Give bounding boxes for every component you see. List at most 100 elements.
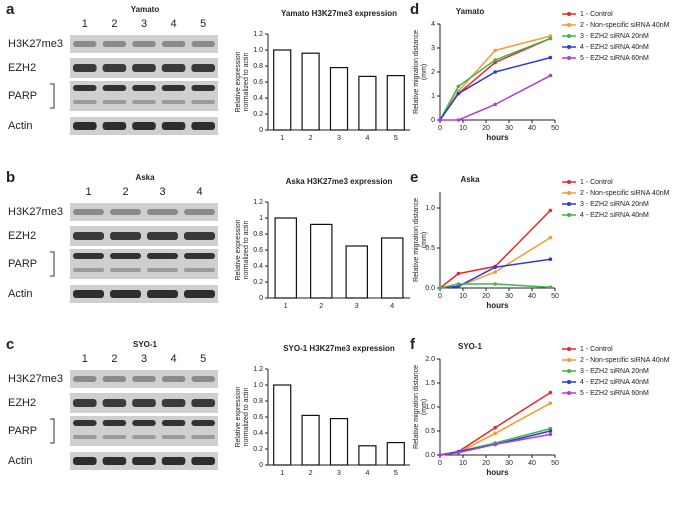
lane-label: 5	[200, 18, 206, 30]
band	[73, 457, 97, 465]
x-tick-label: 1	[280, 135, 284, 142]
legend-marker	[567, 358, 571, 362]
bar	[329, 418, 349, 466]
cell-line: Aska	[135, 173, 155, 182]
y-tick-label: 0.5	[425, 428, 435, 435]
point	[548, 208, 553, 213]
panel-letter: f	[410, 336, 416, 353]
lane-label: 2	[122, 186, 128, 198]
legend-label: 4 - EZH2 siRNA 40nM	[580, 44, 649, 51]
y-tick-label: 1	[259, 215, 263, 222]
x-tick-label: 1	[280, 470, 284, 477]
blot-strip	[70, 203, 218, 221]
bar	[273, 384, 292, 466]
band	[191, 376, 215, 382]
lane-label: 1	[82, 353, 88, 365]
bracket	[50, 83, 55, 109]
y-axis-label: (mm)	[421, 64, 428, 80]
point	[493, 282, 498, 286]
x-tick-label: 10	[459, 460, 467, 467]
lane-label: 4	[171, 353, 177, 365]
legend-marker	[567, 191, 571, 195]
band	[184, 253, 215, 259]
band	[102, 420, 127, 426]
lane-label: 2	[111, 353, 117, 365]
band	[191, 457, 215, 465]
x-tick-label: 50	[551, 293, 559, 300]
row-label: EZH2	[8, 62, 36, 74]
legend-marker	[567, 213, 571, 217]
legend-label: 4 - EZH2 siRNA 40nM	[580, 379, 649, 386]
point	[493, 102, 498, 107]
y-tick-label: 1.5	[425, 380, 435, 387]
band	[161, 457, 186, 465]
lane-label: 4	[196, 186, 202, 198]
x-axis-label: hours	[486, 468, 509, 477]
y-tick-label: 0.8	[253, 231, 263, 238]
y-axis-label: normalized to actin	[243, 388, 250, 447]
chart-title: Yamato	[456, 7, 485, 16]
bar	[310, 223, 333, 299]
band	[110, 290, 141, 298]
band	[191, 100, 215, 104]
point	[456, 450, 461, 455]
lane-label: 1	[85, 186, 91, 198]
y-tick-label: 0	[259, 295, 263, 302]
band	[102, 399, 127, 407]
band	[73, 420, 97, 426]
legend-label: 3 - EZH2 siRNA 20nM	[580, 368, 649, 375]
y-tick-label: 0	[259, 127, 263, 134]
bracket	[50, 418, 55, 444]
point	[456, 271, 461, 276]
series-line	[439, 56, 551, 121]
point	[493, 70, 498, 74]
y-tick-label: 1	[431, 93, 435, 100]
legend-label: 4 - EZH2 siRNA 40nM	[580, 212, 649, 219]
y-axis-label: (mm)	[421, 399, 428, 415]
y-tick-label: 0	[259, 462, 263, 469]
y-tick-label: 1.2	[253, 366, 263, 373]
y-axis-label: normalized to actin	[243, 221, 250, 280]
band	[184, 209, 215, 215]
point	[548, 73, 553, 78]
band	[73, 100, 97, 104]
band	[102, 435, 127, 439]
legend-marker	[567, 369, 571, 373]
band	[102, 100, 127, 104]
band	[147, 290, 178, 298]
band	[191, 64, 215, 72]
y-tick-label: 1.0	[425, 404, 435, 411]
band	[191, 122, 215, 130]
band	[161, 41, 186, 47]
band	[110, 268, 141, 272]
legend-marker	[567, 391, 571, 395]
lane-label: 5	[200, 353, 206, 365]
y-tick-label: 2.0	[425, 356, 435, 363]
x-tick-label: 30	[505, 293, 513, 300]
band	[73, 268, 104, 272]
panel-letter: b	[6, 169, 15, 186]
legend-label: 5 - EZH2 siRNA 60nM	[580, 55, 649, 62]
band	[161, 122, 186, 130]
band	[191, 420, 215, 426]
legend-marker	[567, 45, 571, 49]
band	[147, 232, 178, 240]
legend-marker	[567, 180, 571, 184]
bracket	[50, 251, 55, 277]
band	[132, 457, 156, 465]
point	[548, 401, 553, 405]
legend-label: 2 - Non-specific siRNA 40nM	[580, 357, 670, 364]
legend-marker	[567, 347, 571, 351]
band	[132, 420, 156, 426]
band	[73, 41, 97, 47]
x-tick-label: 4	[365, 135, 369, 142]
series-line	[439, 209, 551, 289]
point	[493, 442, 498, 447]
y-tick-label: 0.5	[425, 245, 435, 252]
series-line	[439, 37, 551, 121]
band	[191, 85, 215, 91]
blot-strip	[70, 226, 218, 246]
row-label: PARP	[8, 258, 37, 270]
